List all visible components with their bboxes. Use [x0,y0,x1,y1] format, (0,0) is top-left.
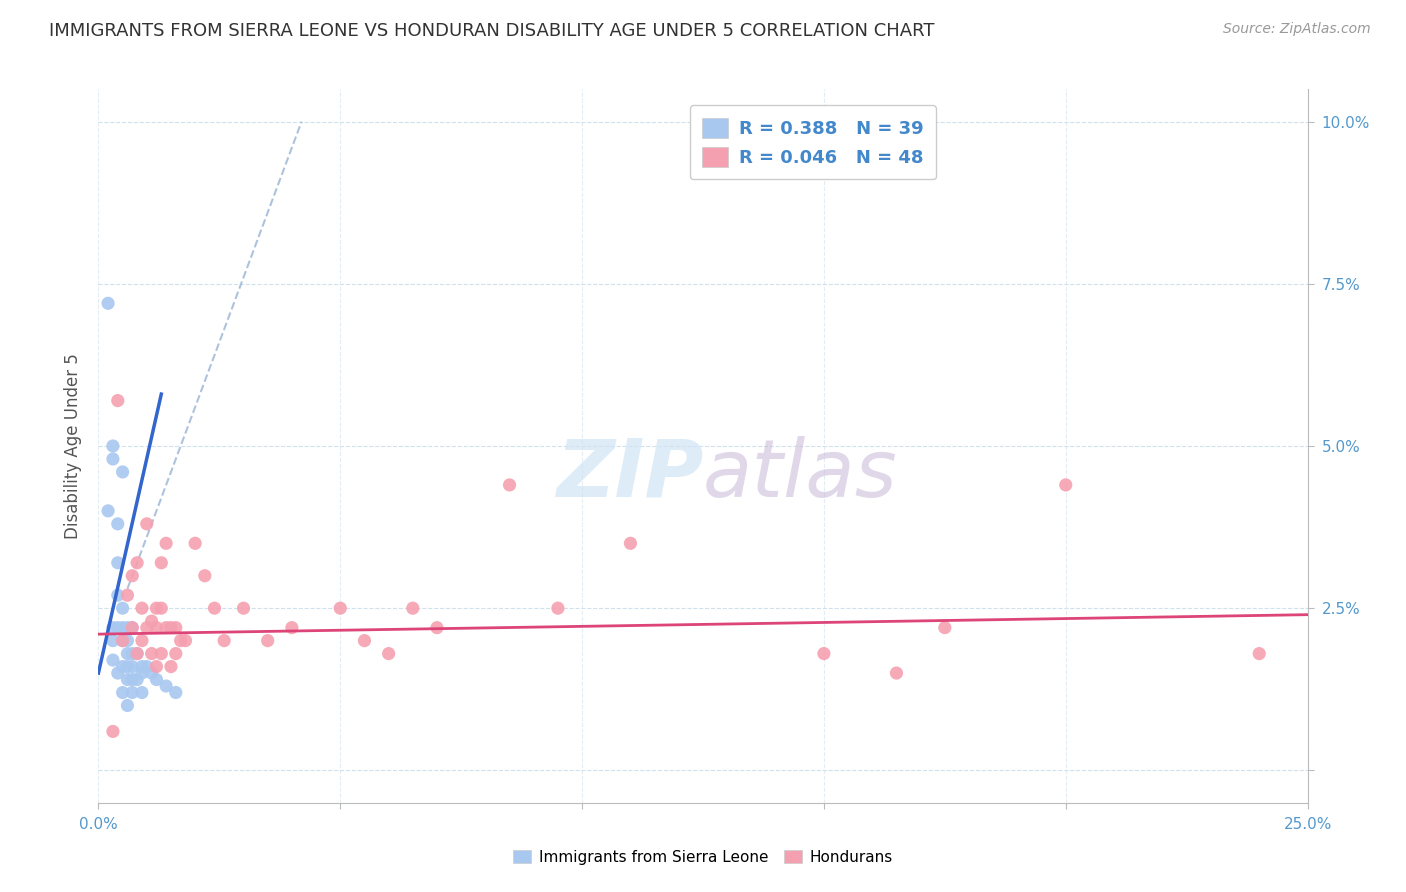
Point [619,536,641,550]
Point [150,601,173,615]
Point [145,659,167,673]
Point [184,536,207,550]
Point [101,633,124,648]
Point [135,621,157,635]
Point [212,633,235,648]
Point [127,647,149,661]
Point [111,659,134,673]
Point [131,666,153,681]
Text: Source: ZipAtlas.com: Source: ZipAtlas.com [1223,22,1371,37]
Point [281,621,304,635]
Point [97,296,120,310]
Point [111,621,134,635]
Legend: R = 0.388   N = 39, R = 0.046   N = 48: R = 0.388 N = 39, R = 0.046 N = 48 [690,105,936,179]
Point [329,601,352,615]
Point [426,621,449,635]
Point [121,685,143,699]
Point [204,601,226,615]
Point [256,633,278,648]
Point [155,679,177,693]
Point [160,621,183,635]
Point [111,465,134,479]
Point [131,659,153,673]
Point [141,647,163,661]
Point [117,673,139,687]
Point [145,601,167,615]
Point [547,601,569,615]
Point [107,393,129,408]
Point [101,653,124,667]
Point [101,621,124,635]
Point [165,621,187,635]
Point [111,601,134,615]
Point [402,601,425,615]
Point [135,659,157,673]
Point [107,588,129,602]
Point [377,647,399,661]
Point [111,633,134,648]
Point [145,673,167,687]
Point [353,633,375,648]
Point [117,659,139,673]
Point [131,685,153,699]
Point [1249,647,1271,661]
Point [107,516,129,531]
Point [194,568,217,582]
Point [169,633,191,648]
Point [121,659,143,673]
Y-axis label: Disability Age Under 5: Disability Age Under 5 [63,353,82,539]
Point [121,673,143,687]
Point [813,647,835,661]
Point [160,659,183,673]
Point [127,556,149,570]
Point [117,621,139,635]
Point [145,621,167,635]
Point [232,601,254,615]
Point [107,556,129,570]
Text: ZIP: ZIP [555,435,703,514]
Point [117,588,139,602]
Point [886,666,908,681]
Point [141,614,163,628]
Point [117,647,139,661]
Point [127,647,149,661]
Point [101,439,124,453]
Point [155,536,177,550]
Point [174,633,197,648]
Point [117,633,139,648]
Point [150,647,173,661]
Point [101,724,124,739]
Point [121,568,143,582]
Text: IMMIGRANTS FROM SIERRA LEONE VS HONDURAN DISABILITY AGE UNDER 5 CORRELATION CHAR: IMMIGRANTS FROM SIERRA LEONE VS HONDURAN… [49,22,935,40]
Point [498,478,520,492]
Point [97,504,120,518]
Point [101,452,124,467]
Point [1054,478,1077,492]
Point [155,621,177,635]
Point [165,685,187,699]
Point [121,621,143,635]
Text: atlas: atlas [703,435,898,514]
Point [127,673,149,687]
Point [165,647,187,661]
Point [131,633,153,648]
Point [141,666,163,681]
Point [150,556,173,570]
Point [131,601,153,615]
Point [111,633,134,648]
Legend: Immigrants from Sierra Leone, Hondurans: Immigrants from Sierra Leone, Hondurans [508,844,898,871]
Point [934,621,956,635]
Point [135,516,157,531]
Point [107,621,129,635]
Point [111,685,134,699]
Point [107,666,129,681]
Point [121,647,143,661]
Point [121,621,143,635]
Point [117,698,139,713]
